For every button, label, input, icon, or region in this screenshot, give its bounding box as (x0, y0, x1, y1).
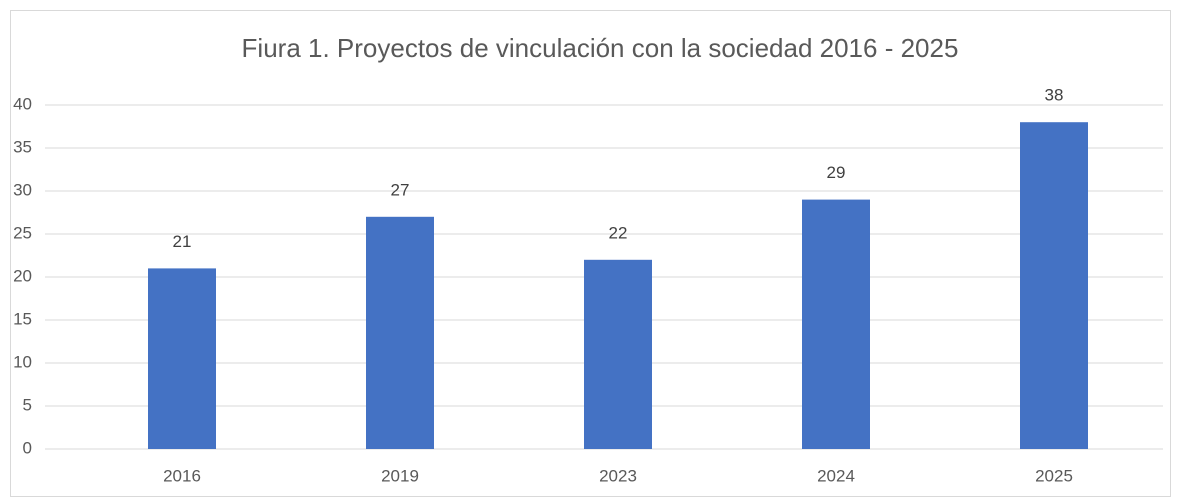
bar (1020, 122, 1088, 449)
data-label: 22 (609, 223, 628, 242)
chart-title: Fiura 1. Proyectos de vinculación con la… (242, 33, 959, 63)
bar (366, 216, 434, 449)
bar (148, 268, 216, 449)
data-label: 29 (827, 163, 846, 182)
bar (584, 259, 652, 449)
y-tick-label: 25 (13, 223, 32, 242)
data-label: 27 (391, 180, 410, 199)
y-tick-label: 10 (13, 352, 32, 371)
y-tick-label: 35 (13, 137, 32, 156)
x-tick-label: 2025 (1035, 466, 1073, 485)
y-tick-label: 30 (13, 180, 32, 199)
x-tick-label: 2019 (381, 466, 419, 485)
y-tick-label: 15 (13, 309, 32, 328)
x-tick-label: 2016 (163, 466, 201, 485)
bar (802, 199, 870, 449)
y-tick-label: 40 (13, 94, 32, 113)
y-tick-label: 20 (13, 266, 32, 285)
x-tick-label: 2023 (599, 466, 637, 485)
x-tick-label: 2024 (817, 466, 855, 485)
y-tick-label: 0 (23, 438, 32, 457)
data-label: 38 (1045, 86, 1064, 105)
y-tick-label: 5 (23, 395, 32, 414)
data-label: 21 (173, 232, 192, 251)
